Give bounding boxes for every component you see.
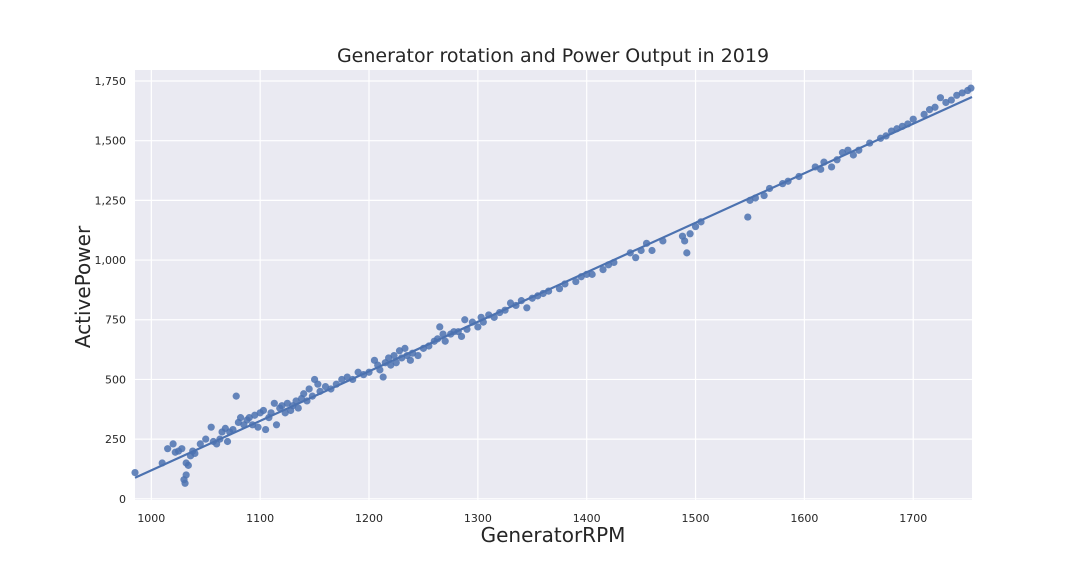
point — [925, 106, 934, 114]
x-tick-label: 1500 — [682, 512, 710, 525]
y-tick-label: 250 — [105, 433, 126, 446]
point — [691, 223, 700, 231]
point — [283, 399, 291, 407]
point — [401, 344, 409, 352]
point — [278, 402, 286, 410]
point — [169, 440, 177, 448]
point — [343, 373, 351, 381]
point — [523, 304, 531, 312]
point — [321, 382, 330, 391]
x-axis-label: GeneratorRPM — [481, 523, 626, 547]
x-tick-label: 1300 — [464, 512, 492, 525]
point — [686, 230, 694, 238]
point — [744, 213, 752, 221]
point — [300, 390, 308, 398]
point — [683, 249, 691, 257]
point — [305, 385, 313, 393]
point — [354, 368, 362, 376]
y-tick-label: 500 — [105, 373, 126, 386]
point — [254, 423, 262, 431]
y-tick-label: 750 — [105, 314, 126, 327]
point — [967, 84, 975, 92]
point — [390, 351, 398, 360]
x-tick-label: 1400 — [573, 512, 601, 525]
point — [294, 404, 302, 412]
point — [181, 479, 189, 487]
point — [588, 270, 596, 278]
point — [182, 471, 190, 479]
point — [441, 337, 449, 345]
point — [314, 380, 322, 388]
x-tick-label: 1200 — [355, 512, 383, 525]
x-tick-label: 1000 — [137, 512, 165, 525]
point — [760, 191, 768, 200]
point — [202, 435, 210, 443]
x-tick-label: 1600 — [790, 512, 818, 525]
point — [406, 356, 414, 364]
point — [648, 246, 656, 255]
point — [920, 110, 928, 119]
point — [572, 277, 580, 286]
point — [414, 351, 422, 360]
y-tick-label: 1,750 — [95, 75, 127, 88]
point — [338, 375, 346, 384]
point — [681, 237, 689, 245]
x-tick-label: 1700 — [899, 512, 927, 525]
point — [942, 98, 950, 107]
y-tick-label: 1,000 — [95, 254, 127, 267]
point — [223, 437, 232, 446]
point — [947, 96, 955, 104]
y-tick-label: 0 — [119, 493, 126, 506]
point — [931, 103, 939, 111]
point — [196, 440, 204, 448]
regression-line — [134, 95, 973, 479]
point — [379, 373, 387, 381]
point — [555, 285, 564, 293]
point — [909, 115, 917, 123]
point — [259, 406, 268, 415]
point — [632, 254, 640, 262]
point — [436, 323, 444, 331]
point — [506, 299, 515, 307]
chart-title: Generator rotation and Power Output in 2… — [337, 45, 769, 67]
point — [599, 266, 607, 274]
point — [474, 323, 482, 331]
point — [270, 399, 278, 407]
point — [178, 445, 186, 453]
y-axis-label: ActivePower — [71, 225, 95, 348]
point — [461, 316, 469, 324]
point — [245, 414, 253, 422]
point — [232, 392, 240, 400]
point — [936, 94, 945, 102]
point — [131, 468, 139, 477]
point — [457, 332, 466, 341]
y-tick-label: 1,500 — [95, 135, 127, 148]
point — [958, 89, 966, 97]
point — [251, 411, 259, 419]
y-tick-label: 1,250 — [95, 194, 127, 207]
point — [395, 347, 404, 355]
point — [164, 445, 172, 453]
point — [849, 151, 857, 159]
point — [236, 414, 245, 422]
point — [207, 423, 215, 431]
point — [272, 421, 281, 429]
point — [262, 425, 270, 434]
point — [827, 163, 836, 171]
point — [953, 91, 961, 99]
plot-area — [135, 70, 972, 500]
x-tick-label: 1100 — [246, 512, 274, 525]
point — [184, 461, 192, 469]
point — [385, 354, 393, 362]
